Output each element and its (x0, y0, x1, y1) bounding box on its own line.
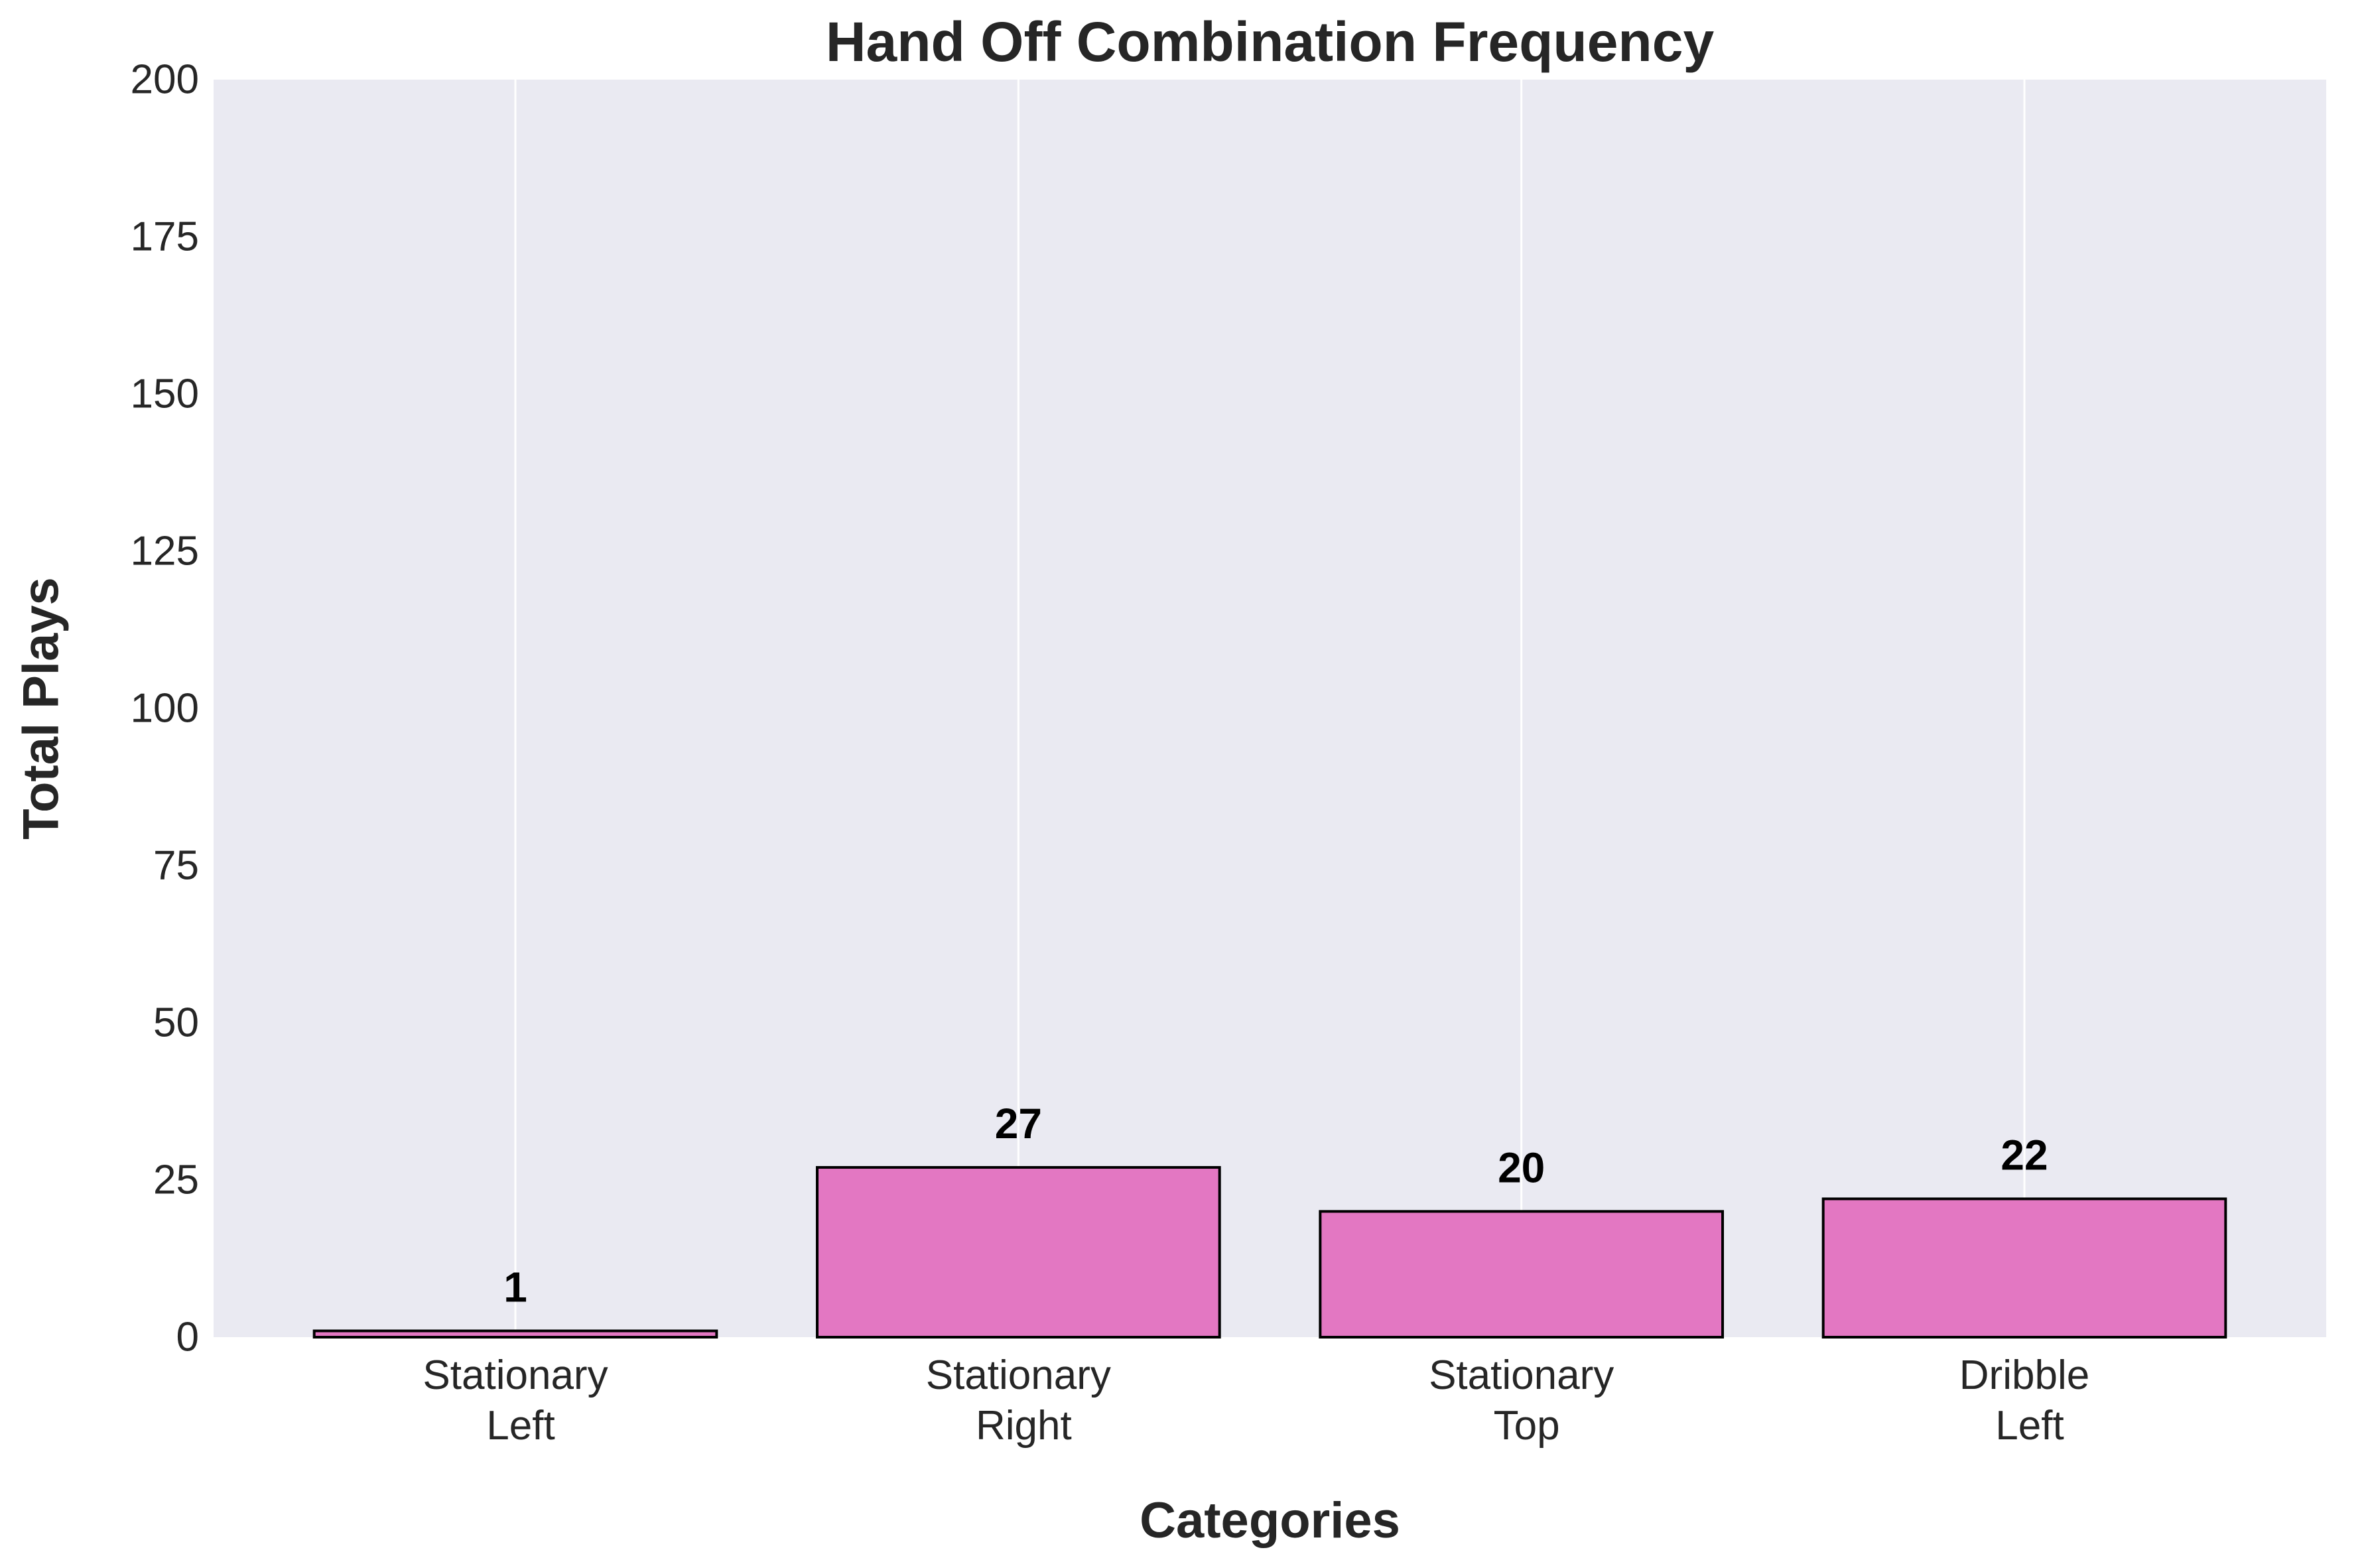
y-tick-label: 100 (131, 686, 199, 732)
x-tick-label: Stationary Left (423, 1352, 608, 1449)
bar-value-label: 1 (503, 1264, 527, 1311)
data-labels-layer: 1 27 20 22 (503, 1100, 2048, 1311)
y-tick-label: 125 (131, 529, 199, 574)
y-tick-label: 200 (131, 57, 199, 103)
chart-title: Hand Off Combination Frequency (826, 11, 1715, 73)
y-tick-label: 75 (153, 843, 199, 889)
y-ticks-layer: 0 25 50 75 100 125 150 175 200 (131, 57, 199, 1360)
bar-value-label: 27 (995, 1100, 1042, 1147)
y-tick-label: 175 (131, 214, 199, 260)
bar (312, 1329, 718, 1339)
x-tick-label: Stationary Right (926, 1352, 1111, 1449)
bar-value-label: 22 (2001, 1131, 2048, 1179)
y-tick-label: 25 (153, 1157, 199, 1203)
grid-layer (514, 80, 2026, 1337)
bar-value-label: 20 (1498, 1143, 1545, 1191)
x-axis-label: Categories (1140, 1492, 1400, 1549)
y-tick-label: 0 (176, 1315, 199, 1360)
x-tick-label: Dribble Left (1959, 1352, 2089, 1449)
bar (1319, 1210, 1725, 1339)
x-ticks-layer: Stationary Left Stationary Right Stationary T… (423, 1352, 2089, 1449)
y-tick-label: 150 (131, 371, 199, 417)
bar (816, 1166, 1221, 1339)
y-axis-label: Total Plays (13, 577, 70, 840)
plot-background (214, 80, 2326, 1337)
bar (1821, 1197, 2227, 1339)
y-tick-label: 50 (153, 1000, 199, 1046)
x-tick-label: Stationary Top (1429, 1352, 1614, 1449)
bars-layer (312, 1166, 2227, 1339)
